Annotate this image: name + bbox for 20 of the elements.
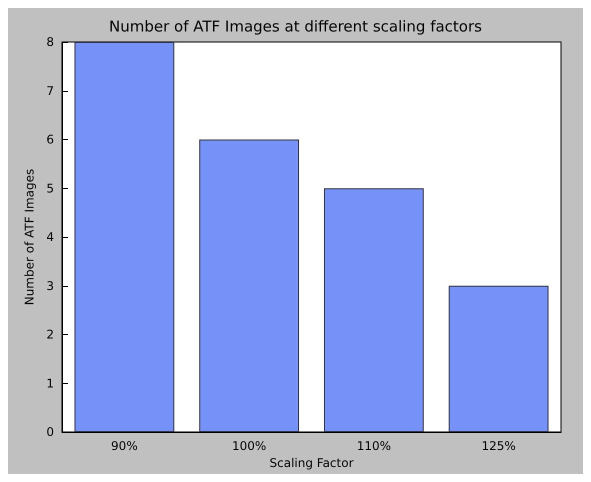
bar [74, 42, 174, 432]
bar [199, 140, 300, 432]
y-tick-label: 4 [46, 230, 54, 244]
x-tick-label: 110% [356, 439, 392, 453]
x-axis-title: Scaling Factor [269, 456, 354, 470]
x-tick-label: 100% [232, 439, 266, 453]
y-tick-label: 7 [46, 84, 54, 98]
y-tick-label: 0 [46, 425, 54, 439]
y-tick-label: 8 [46, 35, 54, 49]
x-tick-label: 125% [481, 439, 516, 453]
y-tick-label: 3 [46, 278, 54, 293]
chart-title: Number of ATF Images at different scaling factors [109, 18, 482, 36]
bar [324, 188, 424, 432]
y-tick-label: 5 [46, 181, 54, 196]
y-tick-label: 2 [46, 328, 54, 342]
x-tick-label: 90% [111, 439, 138, 453]
y-tick-label: 1 [46, 376, 54, 390]
y-axis-title: Number of ATF Images [22, 168, 36, 306]
y-tick-label: 6 [46, 132, 54, 146]
bar [448, 286, 549, 432]
